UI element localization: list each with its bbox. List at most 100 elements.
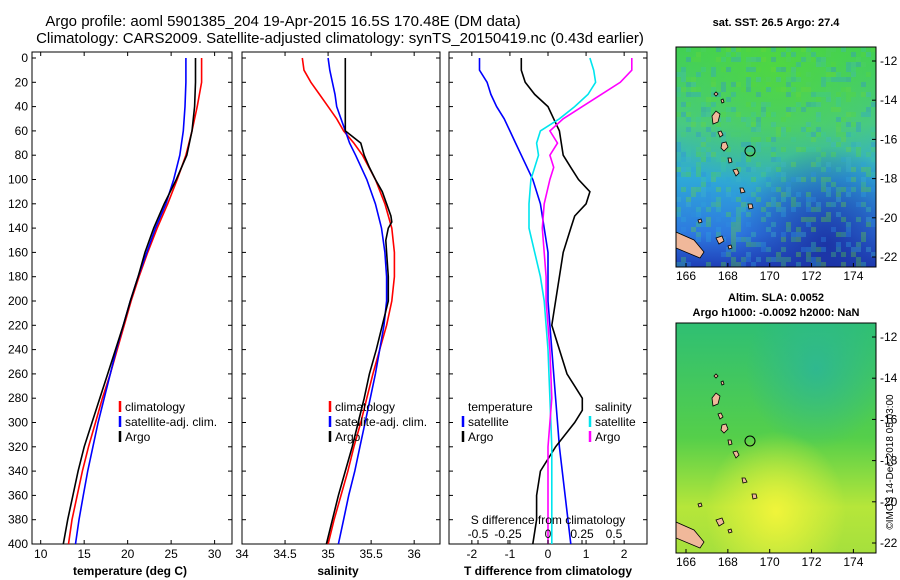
- sst-pixel: [826, 167, 831, 172]
- sst-pixel: [811, 137, 816, 142]
- sst-pixel: [731, 197, 736, 202]
- sst-pixel: [811, 52, 816, 57]
- sst-pixel: [846, 222, 851, 227]
- sst-pixel: [686, 202, 691, 207]
- sst-pixel: [866, 207, 871, 212]
- sst-pixel: [861, 52, 866, 57]
- legend-label-s-argo: Argo: [595, 430, 621, 444]
- sst-pixel: [786, 112, 791, 117]
- sla-lon-label: 170: [760, 555, 780, 569]
- sst-pixel: [851, 132, 856, 137]
- depth-tick-label: 200: [8, 294, 28, 308]
- sla-lat-label: -16: [880, 412, 898, 426]
- sst-pixel: [716, 232, 721, 237]
- sst-pixel: [866, 72, 871, 77]
- sst-pixel: [746, 87, 751, 92]
- sst-pixel: [786, 72, 791, 77]
- sst-pixel: [736, 132, 741, 137]
- sst-pixel: [731, 242, 736, 247]
- sst-pixel: [711, 177, 716, 182]
- sst-pixel: [776, 87, 781, 92]
- sst-pixel: [801, 57, 806, 62]
- sst-pixel: [691, 187, 696, 192]
- sst-pixel: [766, 122, 771, 127]
- sst-pixel: [731, 82, 736, 87]
- sst-pixel: [746, 212, 751, 217]
- sst-pixel: [721, 67, 726, 72]
- sst-pixel: [826, 137, 831, 142]
- sst-pixel: [726, 192, 731, 197]
- sst-pixel: [711, 132, 716, 137]
- sst-pixel: [736, 217, 741, 222]
- sst-pixel: [686, 57, 691, 62]
- sst-pixel: [746, 257, 751, 262]
- sst-pixel: [701, 152, 706, 157]
- sst-pixel: [721, 82, 726, 87]
- sla-profile-marker: [744, 435, 756, 447]
- sst-pixel: [756, 122, 761, 127]
- sst-pixel: [801, 47, 806, 52]
- sst-pixel: [766, 82, 771, 87]
- sst-pixel: [796, 252, 801, 257]
- sst-pixel: [716, 197, 721, 202]
- sst-pixel: [761, 112, 766, 117]
- sst-pixel: [736, 197, 741, 202]
- sst-pixel: [781, 172, 786, 177]
- sst-pixel: [696, 212, 701, 217]
- sst-pixel: [766, 102, 771, 107]
- sst-lon-label: 166: [676, 269, 696, 283]
- sst-pixel: [741, 237, 746, 242]
- sst-pixel: [731, 132, 736, 137]
- sst-pixel: [796, 72, 801, 77]
- sst-pixel: [746, 57, 751, 62]
- sst-pixel: [861, 187, 866, 192]
- depth-tick-label: 60: [15, 124, 29, 138]
- sst-pixel: [751, 127, 756, 132]
- sst-pixel: [701, 102, 706, 107]
- sst-pixel: [711, 97, 716, 102]
- sst-pixel: [826, 72, 831, 77]
- salinity-xlabel: salinity: [317, 564, 359, 578]
- sst-pixel: [691, 122, 696, 127]
- sst-pixel: [751, 67, 756, 72]
- sst-pixel: [806, 197, 811, 202]
- sst-pixel: [806, 257, 811, 262]
- sst-pixel: [736, 222, 741, 227]
- sst-pixel: [871, 47, 876, 52]
- sst-pixel: [726, 67, 731, 72]
- legend-label-t-argo: Argo: [468, 430, 494, 444]
- sst-pixel: [841, 217, 846, 222]
- sst-pixel: [871, 127, 876, 132]
- sst-pixel: [736, 47, 741, 52]
- sst-pixel: [681, 167, 686, 172]
- sst-pixel: [766, 177, 771, 182]
- sst-pixel: [756, 77, 761, 82]
- sst-lat-label: -18: [880, 172, 898, 186]
- sst-pixel: [826, 52, 831, 57]
- sst-pixel: [871, 217, 876, 222]
- sst-pixel: [746, 222, 751, 227]
- sst-pixel: [831, 202, 836, 207]
- sst-pixel: [681, 157, 686, 162]
- sst-pixel: [816, 57, 821, 62]
- sst-pixel: [811, 162, 816, 167]
- sst-pixel: [751, 177, 756, 182]
- sst-pixel: [746, 147, 751, 152]
- legend-label-s-satellite: satellite: [595, 415, 636, 429]
- sst-pixel: [681, 72, 686, 77]
- sst-pixel: [836, 77, 841, 82]
- sst-pixel: [816, 97, 821, 102]
- sst-pixel: [816, 102, 821, 107]
- sst-pixel: [681, 187, 686, 192]
- sst-pixel: [796, 237, 801, 242]
- sst-pixel: [696, 187, 701, 192]
- sst-pixel: [781, 147, 786, 152]
- sst-pixel: [751, 167, 756, 172]
- depth-tick-label: 180: [8, 270, 28, 284]
- sst-pixel: [806, 72, 811, 77]
- sst-pixel: [716, 47, 721, 52]
- sst-pixel: [751, 232, 756, 237]
- sst-pixel: [766, 212, 771, 217]
- legend-label-argo: Argo: [125, 430, 151, 444]
- sst-pixel: [716, 172, 721, 177]
